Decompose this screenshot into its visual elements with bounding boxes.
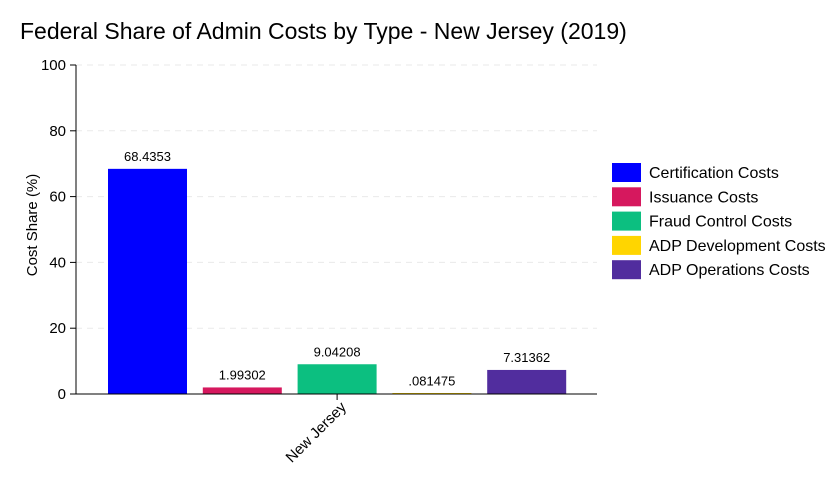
bars [108, 168, 567, 394]
x-ticks: New Jersey [282, 394, 350, 466]
y-tick-label: 0 [58, 386, 66, 403]
legend-swatch-certification-costs [612, 163, 641, 182]
bar-fraud-control-costs [297, 364, 377, 394]
legend-swatch-fraud-control-costs [612, 211, 641, 231]
legend-swatch-issuance-costs [612, 187, 641, 207]
legend-label-certification-costs: Certification Costs [649, 165, 779, 182]
gridlines [76, 64, 597, 329]
bar-label-adp-operations-costs: 7.31362 [503, 350, 550, 365]
y-ticks: 0 20 40 60 80 100 [41, 57, 76, 403]
bar-label-adp-development-costs: .081475 [408, 374, 455, 389]
y-axis-label: Cost Share (%) [24, 174, 41, 277]
y-tick-label: 100 [41, 57, 66, 74]
legend: Certification Costs Issuance Costs Fraud C… [612, 163, 826, 280]
axes [75, 65, 597, 395]
legend-swatch-adp-development-costs [612, 235, 641, 255]
bar-label-issuance-costs: 1.99302 [219, 367, 266, 382]
y-tick-label: 60 [49, 189, 66, 206]
x-tick-label: New Jersey [282, 398, 350, 466]
bar-value-labels: 68.4353 1.99302 9.04208 .081475 7.31362 [124, 149, 550, 389]
bar-issuance-costs [202, 387, 282, 394]
legend-label-adp-operations-costs: ADP Operations Costs [649, 262, 810, 279]
y-tick-label: 80 [49, 123, 66, 140]
legend-label-issuance-costs: Issuance Costs [649, 189, 758, 206]
chart-title: Federal Share of Admin Costs by Type - N… [20, 18, 627, 44]
legend-swatch-adp-operations-costs [612, 260, 641, 280]
y-tick-label: 40 [49, 254, 66, 271]
legend-label-fraud-control-costs: Fraud Control Costs [649, 214, 792, 231]
bar-adp-operations-costs [487, 369, 567, 394]
bar-label-certification-costs: 68.4353 [124, 149, 171, 164]
legend-label-adp-development-costs: ADP Development Costs [649, 238, 826, 255]
bar-label-fraud-control-costs: 9.04208 [314, 344, 361, 359]
y-tick-label: 20 [49, 320, 66, 337]
bar-certification-costs [108, 168, 187, 394]
